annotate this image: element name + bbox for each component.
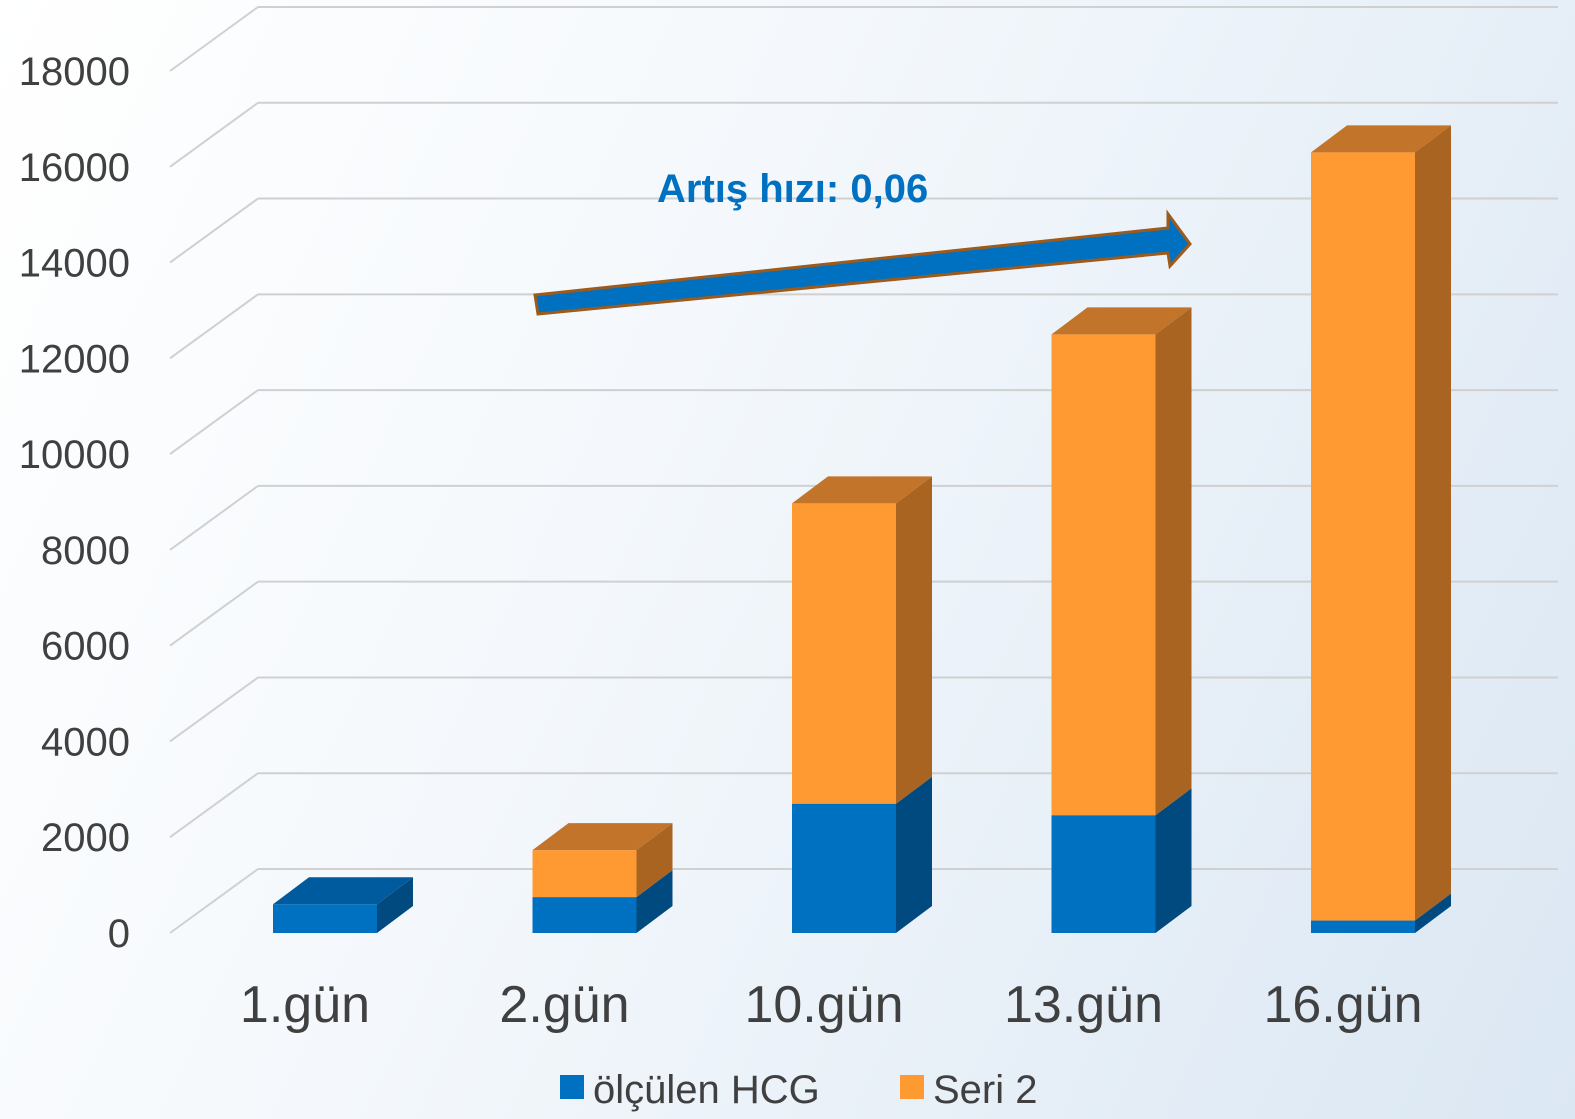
x-tick-label: 1.gün	[240, 976, 370, 1034]
bar-side	[1415, 893, 1451, 933]
bar-front	[1051, 815, 1156, 933]
bar-top	[273, 877, 413, 905]
trend-arrow	[533, 209, 1192, 316]
legend-label-olculen-hcg: ölçülen HCG	[593, 1068, 820, 1112]
gridline-depth	[169, 197, 259, 264]
bar-front	[1311, 920, 1415, 933]
annotation: Artış hızı: 0,06	[533, 167, 1192, 316]
gridline-depth	[169, 772, 259, 839]
bar-front	[792, 503, 896, 804]
y-tick-label: 8000	[41, 529, 130, 573]
bar-top	[1311, 125, 1451, 153]
bar-side	[377, 877, 413, 933]
y-tick-label: 0	[108, 912, 130, 956]
bar-segment	[1311, 125, 1451, 921]
bar-top	[532, 823, 673, 851]
y-tick-label: 4000	[41, 720, 130, 764]
bar-front	[1311, 152, 1415, 921]
bar-segment	[532, 823, 673, 898]
bar-side	[1155, 788, 1192, 933]
gridline-depth	[169, 101, 259, 168]
gridline-depth	[169, 485, 259, 551]
bar-front	[1051, 334, 1156, 816]
bar-segment	[1051, 788, 1192, 933]
x-tick-label: 13.gün	[1004, 976, 1163, 1034]
gridline-depth	[169, 676, 259, 743]
y-tick-label: 10000	[19, 433, 130, 477]
y-tick-label: 12000	[19, 337, 130, 381]
gridline-depth	[169, 868, 259, 934]
bars	[273, 125, 1451, 933]
y-tick-label: 18000	[19, 50, 130, 94]
gridline-depth	[169, 389, 259, 455]
legend: ölçülen HCG Seri 2	[560, 1068, 1038, 1112]
legend-label-seri-2: Seri 2	[933, 1068, 1038, 1112]
bar-segment	[1311, 893, 1451, 933]
bar-side	[636, 870, 673, 933]
x-tick-label: 16.gün	[1263, 976, 1422, 1034]
y-tick-label: 14000	[19, 242, 130, 286]
y-tick-label: 6000	[41, 625, 130, 669]
gridline-depth	[169, 580, 259, 647]
y-tick-label: 16000	[19, 146, 130, 190]
bar-front	[792, 803, 896, 933]
bar-side	[896, 776, 932, 933]
legend-swatch-seri-2	[900, 1075, 924, 1099]
bar-side	[1155, 307, 1192, 816]
y-axis-tick-labels: 0 2000 4000 6000 8000 10000 12000 14000 16000 180…	[19, 50, 130, 956]
bar-front	[273, 904, 377, 933]
x-tick-label: 2.gün	[499, 976, 629, 1034]
gridline-depth	[169, 6, 259, 72]
bar-segment	[273, 877, 413, 933]
bar-top	[792, 476, 932, 504]
bar-segment	[532, 870, 673, 933]
annotation-text: Artış hızı: 0,06	[657, 167, 928, 211]
bar-side	[896, 476, 932, 804]
bar-segment	[792, 776, 932, 933]
bar-segment	[1051, 307, 1192, 816]
bar-side	[636, 823, 673, 898]
bar-side	[1415, 125, 1451, 921]
bar-front	[532, 897, 637, 933]
bar-segment	[792, 476, 932, 804]
bar-front	[532, 850, 637, 898]
x-axis-tick-labels: 1.gün 2.gün 10.gün 13.gün 16.gün	[240, 976, 1423, 1034]
gridline-depth	[169, 293, 259, 360]
x-tick-label: 10.gün	[744, 976, 903, 1034]
legend-swatch-olculen-hcg	[560, 1075, 584, 1099]
y-tick-label: 2000	[41, 816, 130, 860]
bar-top	[1051, 307, 1192, 335]
